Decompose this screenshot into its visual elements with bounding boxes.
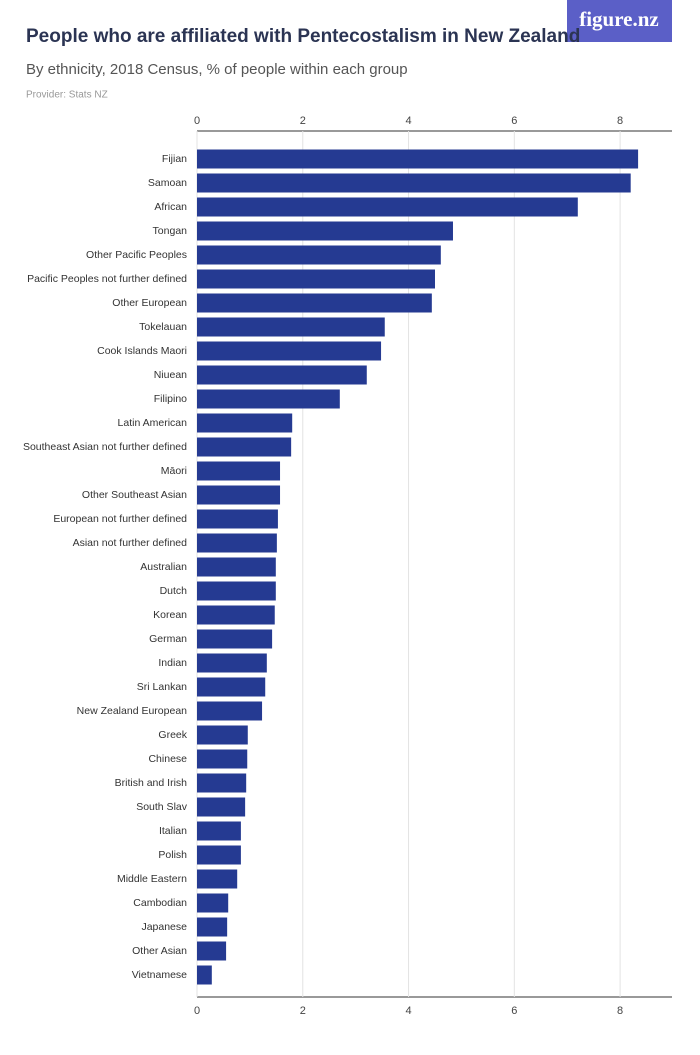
y-tick-label: Vietnamese: [132, 969, 187, 981]
y-tick-label: Latin American: [118, 417, 188, 429]
y-tick-label: Japanese: [141, 921, 187, 933]
y-tick-label: Greek: [158, 729, 187, 741]
bar: [197, 413, 293, 433]
x-tick-label: 0: [194, 1005, 200, 1017]
x-tick-label: 6: [511, 1005, 517, 1017]
y-tick-label: Tokelauan: [139, 321, 187, 333]
chart-subtitle: By ethnicity, 2018 Census, % of people w…: [26, 61, 408, 78]
bar: [197, 941, 227, 961]
x-tick-label: 2: [300, 115, 306, 127]
bar: [197, 725, 248, 745]
bar: [197, 845, 241, 865]
bar: [197, 149, 639, 169]
bar: [197, 653, 267, 673]
bar: [197, 293, 432, 313]
logo-box: [567, 0, 672, 42]
bar: [197, 389, 340, 409]
x-tick-label: 2: [300, 1005, 306, 1017]
bar: [197, 365, 367, 385]
y-tick-label: British and Irish: [115, 777, 188, 789]
x-tick-label: 4: [405, 1005, 411, 1017]
x-tick-label: 8: [617, 115, 623, 127]
logo: figure.nz: [579, 7, 659, 31]
bar: [197, 557, 276, 577]
bar: [197, 197, 578, 217]
y-tick-label: European not further defined: [53, 513, 187, 525]
bar: [197, 245, 441, 265]
bar: [197, 773, 247, 793]
bar: [197, 269, 435, 289]
y-tick-label: Asian not further defined: [73, 537, 188, 549]
bar: [197, 317, 385, 337]
y-tick-label: Southeast Asian not further defined: [23, 441, 187, 453]
bar: [197, 797, 246, 817]
y-tick-label: Fijian: [162, 153, 187, 165]
source: Provider: Stats NZ: [26, 90, 108, 101]
y-tick-label: African: [154, 201, 187, 213]
y-tick-label: Other Asian: [132, 945, 187, 957]
bar: [197, 341, 382, 361]
y-tick-label: Cook Islands Maori: [97, 345, 187, 357]
bar: [197, 533, 277, 553]
bar: [197, 461, 281, 481]
y-tick-label: Tongan: [153, 225, 188, 237]
y-tick-label: Middle Eastern: [117, 873, 187, 885]
bar: [197, 221, 453, 241]
y-tick-label: Māori: [161, 465, 187, 477]
y-tick-label: German: [149, 633, 187, 645]
bar: [197, 485, 281, 505]
bar: [197, 173, 631, 193]
bar: [197, 821, 241, 841]
chart-title: People who are affiliated with Pentecost…: [26, 26, 580, 47]
y-tick-label: Samoan: [148, 177, 187, 189]
bar: [197, 701, 263, 721]
y-tick-label: Other European: [112, 297, 187, 309]
bar: [197, 749, 248, 769]
y-tick-label: Cambodian: [133, 897, 187, 909]
bar: [197, 869, 238, 889]
y-tick-label: Polish: [158, 849, 187, 861]
bar: [197, 965, 212, 985]
bar: [197, 581, 276, 601]
bar: [197, 893, 229, 913]
y-tick-label: Australian: [140, 561, 187, 573]
y-tick-label: New Zealand European: [77, 705, 187, 717]
y-tick-label: Indian: [158, 657, 187, 669]
bar: [197, 629, 273, 649]
bar: [197, 509, 278, 529]
bar: [197, 917, 228, 937]
x-tick-label: 8: [617, 1005, 623, 1017]
y-tick-label: Chinese: [148, 753, 187, 765]
y-tick-label: Korean: [153, 609, 187, 621]
bar: [197, 437, 292, 457]
y-tick-label: Other Pacific Peoples: [86, 249, 187, 261]
bar: [197, 677, 266, 697]
y-tick-label: Niuean: [154, 369, 187, 381]
bar: [197, 605, 275, 625]
y-tick-label: Italian: [159, 825, 187, 837]
x-tick-label: 6: [511, 115, 517, 127]
y-tick-label: Sri Lankan: [137, 681, 187, 693]
y-tick-label: Dutch: [160, 585, 188, 597]
y-tick-label: Other Southeast Asian: [82, 489, 187, 501]
x-tick-label: 0: [194, 115, 200, 127]
y-tick-label: Pacific Peoples not further defined: [27, 273, 187, 285]
x-tick-label: 4: [405, 115, 411, 127]
y-tick-label: South Slav: [136, 801, 188, 813]
y-tick-label: Filipino: [154, 393, 187, 405]
